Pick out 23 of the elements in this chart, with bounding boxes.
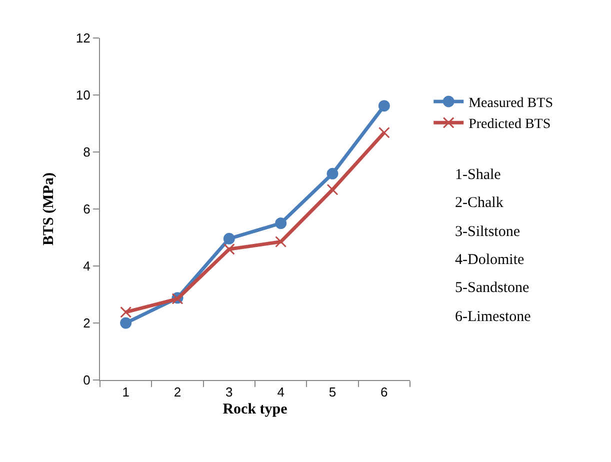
text: 3-Siltstone xyxy=(455,224,520,240)
x-tick-label: 1 xyxy=(122,384,130,400)
legend-label: Predicted BTS xyxy=(468,117,551,132)
text: 4-Dolomite xyxy=(455,252,524,268)
y-tick-label: 10 xyxy=(76,88,90,103)
y-tick-label: 4 xyxy=(83,258,90,274)
y-axis-title: BTS (MPa) xyxy=(41,172,58,246)
y-tick-label: 0 xyxy=(83,372,90,388)
x-tick-label: 2 xyxy=(174,384,182,400)
text: 6-Limestone xyxy=(455,309,532,325)
y-tick-label: 12 xyxy=(76,30,90,46)
y-tick-label: 6 xyxy=(83,202,90,217)
y-tick-label: 8 xyxy=(83,144,90,160)
y-tick-label: 2 xyxy=(83,316,90,331)
x-tick-label: 4 xyxy=(277,384,284,400)
x-tick-label: 3 xyxy=(226,384,233,400)
text: 5-Sandstone xyxy=(455,280,530,296)
text: 1-Shale xyxy=(455,167,502,183)
text: 2-Chalk xyxy=(455,195,504,211)
legend-label: Measured BTS xyxy=(468,96,553,111)
x-axis-title: Rock type xyxy=(222,402,288,418)
x-tick-label: 5 xyxy=(328,384,336,400)
x-tick-label: 6 xyxy=(380,384,388,400)
